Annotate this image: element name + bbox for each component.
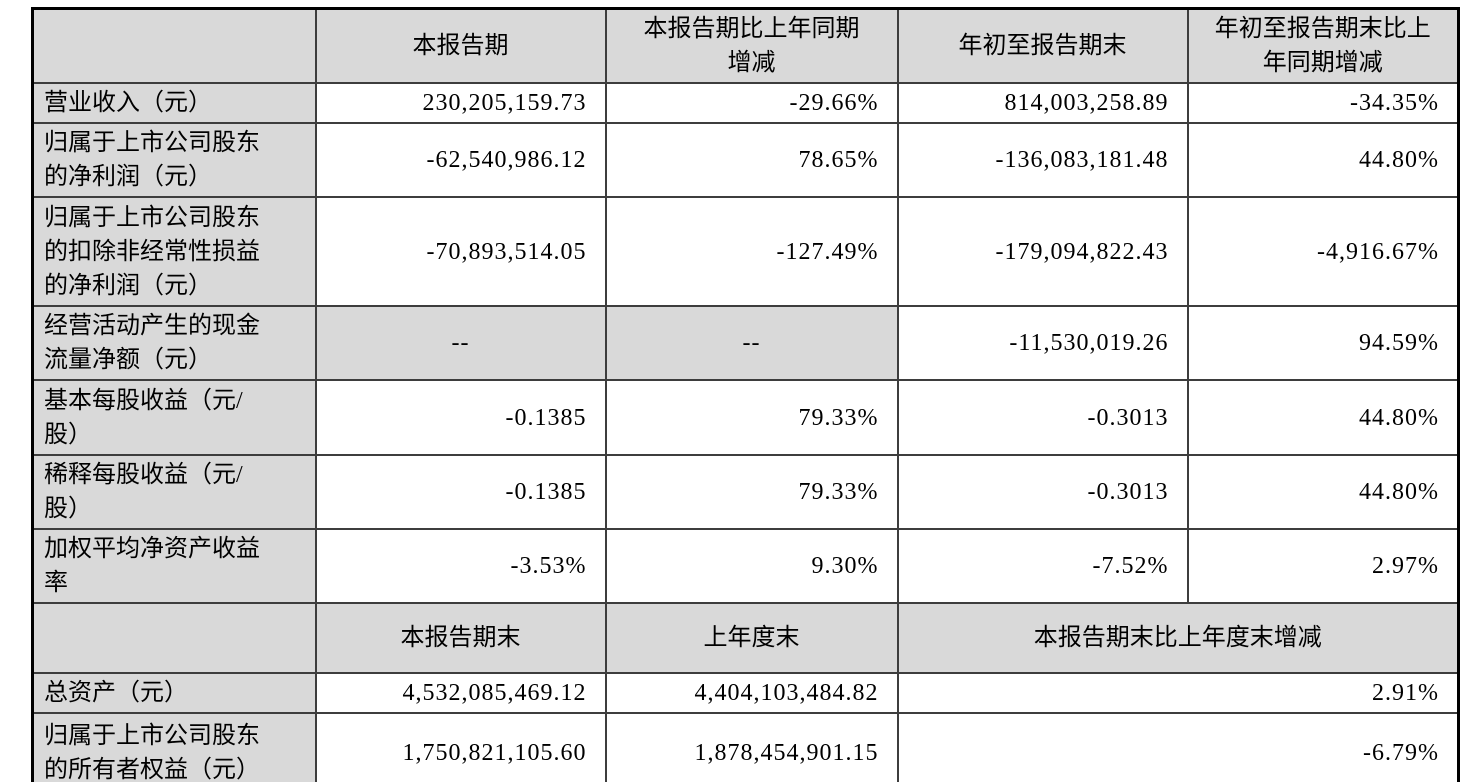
value-cell: 44.80% [1186,122,1460,198]
value-cell: -136,083,181.48 [896,122,1189,198]
value-cell: -0.1385 [314,379,607,456]
value-cell: -62,540,986.12 [314,122,607,198]
corner-cell [31,602,317,674]
row-label-net-profit-excl-nonrecurring: 归属于上市公司股东 的扣除非经常性损益 的净利润（元） [31,196,317,307]
row-label-operating-cash-flow: 经营活动产生的现金 流量净额（元） [31,305,317,381]
value-cell: -4,916.67% [1186,196,1460,307]
value-cell: 94.59% [1186,305,1460,381]
financial-summary-table: 本报告期 本报告期比上年同期 增减 年初至报告期末 年初至报告期末比上 年同期增… [31,7,1460,782]
value-cell: 44.80% [1186,379,1460,456]
row-label-revenue: 营业收入（元） [31,82,317,124]
table-row: 稀释每股收益（元/ 股） -0.1385 79.33% -0.3013 44.8… [31,454,1460,530]
corner-cell [31,7,317,84]
value-cell: -179,094,822.43 [896,196,1189,307]
value-cell: 4,404,103,484.82 [604,672,899,714]
value-cell: 44.80% [1186,454,1460,530]
value-cell: -0.1385 [314,454,607,530]
value-cell: 230,205,159.73 [314,82,607,124]
value-cell-empty: -- [604,305,899,381]
value-cell: 2.97% [1186,528,1460,604]
header-row-bottom: 本报告期末 上年度末 本报告期末比上年度末增减 [31,602,1460,674]
table-row: 归属于上市公司股东 的净利润（元） -62,540,986.12 78.65% … [31,122,1460,198]
row-label-basic-eps: 基本每股收益（元/ 股） [31,379,317,456]
value-cell: -34.35% [1186,82,1460,124]
value-cell: -3.53% [314,528,607,604]
table-row: 经营活动产生的现金 流量净额（元） -- -- -11,530,019.26 9… [31,305,1460,381]
col-header-yoy-change: 本报告期比上年同期 增减 [604,7,899,84]
col-header-current-period: 本报告期 [314,7,607,84]
col-header-end-of-last-year: 上年度末 [604,602,899,674]
value-cell: -70,893,514.05 [314,196,607,307]
row-label-equity: 归属于上市公司股东 的所有者权益（元） [31,712,317,782]
value-cell: -0.3013 [896,454,1189,530]
value-cell: 1,750,821,105.60 [314,712,607,782]
value-cell: -29.66% [604,82,899,124]
value-cell-empty: -- [314,305,607,381]
header-row-top: 本报告期 本报告期比上年同期 增减 年初至报告期末 年初至报告期末比上 年同期增… [31,7,1460,84]
value-cell: 2.91% [896,672,1460,714]
value-cell: 9.30% [604,528,899,604]
table-row: 总资产（元） 4,532,085,469.12 4,404,103,484.82… [31,672,1460,714]
value-cell: -6.79% [896,712,1460,782]
value-cell: 79.33% [604,379,899,456]
value-cell: 4,532,085,469.12 [314,672,607,714]
value-cell: -11,530,019.26 [896,305,1189,381]
col-header-ytd-yoy-change: 年初至报告期末比上 年同期增减 [1186,7,1460,84]
table-row: 归属于上市公司股东 的扣除非经常性损益 的净利润（元） -70,893,514.… [31,196,1460,307]
row-label-diluted-eps: 稀释每股收益（元/ 股） [31,454,317,530]
table-row: 加权平均净资产收益 率 -3.53% 9.30% -7.52% 2.97% [31,528,1460,604]
col-header-change-vs-last-year-end: 本报告期末比上年度末增减 [896,602,1460,674]
value-cell: 79.33% [604,454,899,530]
value-cell: -0.3013 [896,379,1189,456]
value-cell: 814,003,258.89 [896,82,1189,124]
value-cell: -127.49% [604,196,899,307]
value-cell: 1,878,454,901.15 [604,712,899,782]
value-cell: 78.65% [604,122,899,198]
row-label-total-assets: 总资产（元） [31,672,317,714]
table-row: 营业收入（元） 230,205,159.73 -29.66% 814,003,2… [31,82,1460,124]
value-cell: -7.52% [896,528,1189,604]
table-row: 基本每股收益（元/ 股） -0.1385 79.33% -0.3013 44.8… [31,379,1460,456]
col-header-end-of-period: 本报告期末 [314,602,607,674]
col-header-year-to-date: 年初至报告期末 [896,7,1189,84]
row-label-weighted-avg-roe: 加权平均净资产收益 率 [31,528,317,604]
table-row: 归属于上市公司股东 的所有者权益（元） 1,750,821,105.60 1,8… [31,712,1460,782]
row-label-net-profit: 归属于上市公司股东 的净利润（元） [31,122,317,198]
